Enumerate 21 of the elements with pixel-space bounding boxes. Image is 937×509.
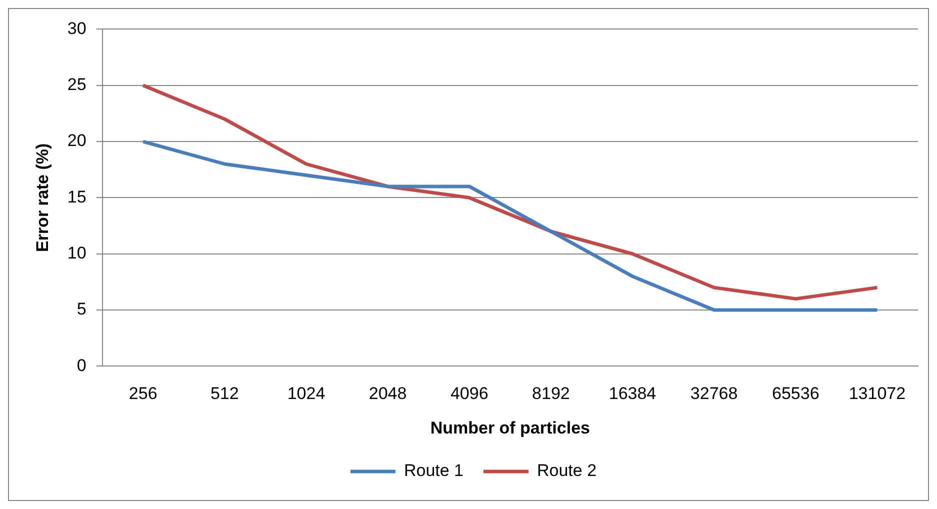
y-tick-label: 5	[76, 300, 86, 319]
y-tick-label: 20	[67, 131, 86, 150]
x-tick-label: 65536	[772, 384, 820, 404]
x-tick-label: 1024	[287, 384, 326, 404]
x-tick-label: 131072	[848, 384, 906, 404]
x-tick-label: 2048	[368, 384, 407, 404]
x-tick-label: 512	[210, 384, 239, 404]
x-tick-label: 4096	[450, 384, 488, 404]
y-tick-label: 10	[67, 244, 86, 263]
x-tick-label: 256	[128, 384, 158, 404]
x-tick-label: 8192	[532, 384, 570, 404]
y-tick-label: 25	[67, 75, 86, 94]
x-axis-title: Number of particles	[430, 418, 590, 438]
y-tick-label: 0	[76, 356, 86, 375]
y-axis-title: Error rate (%)	[32, 143, 52, 252]
legend-label: Route 1	[404, 461, 464, 480]
y-tick-label: 30	[67, 18, 86, 38]
x-tick-label: 16384	[608, 384, 656, 404]
x-tick-label: 32768	[690, 384, 738, 404]
legend-label: Route 2	[537, 461, 597, 480]
y-tick-label: 15	[67, 187, 86, 206]
